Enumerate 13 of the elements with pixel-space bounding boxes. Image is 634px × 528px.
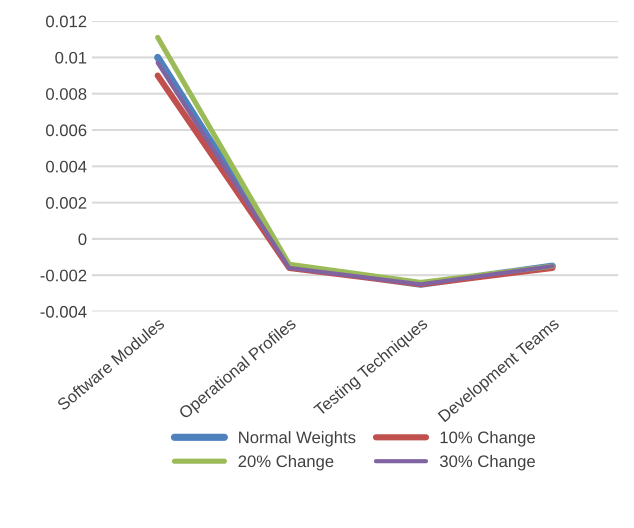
y-tick-label: 0.004 [46,160,87,173]
y-tick-label: 0 [78,233,86,246]
y-tick-label: -0.004 [40,306,87,318]
y-tick-label: 0.006 [46,124,86,136]
y-tick-label: 0.012 [46,16,86,28]
y-tick-label: 0.008 [46,88,86,100]
y-tick-label: 0.002 [46,197,86,209]
legend-label: 30% Change [440,454,535,470]
y-tick-label: 0.01 [55,52,86,64]
legend-label: 10% Change [440,431,535,447]
legend-label: Normal Weights [239,431,356,447]
legend-label: 20% Change [238,454,334,470]
y-tick-label: -0.002 [40,270,86,282]
